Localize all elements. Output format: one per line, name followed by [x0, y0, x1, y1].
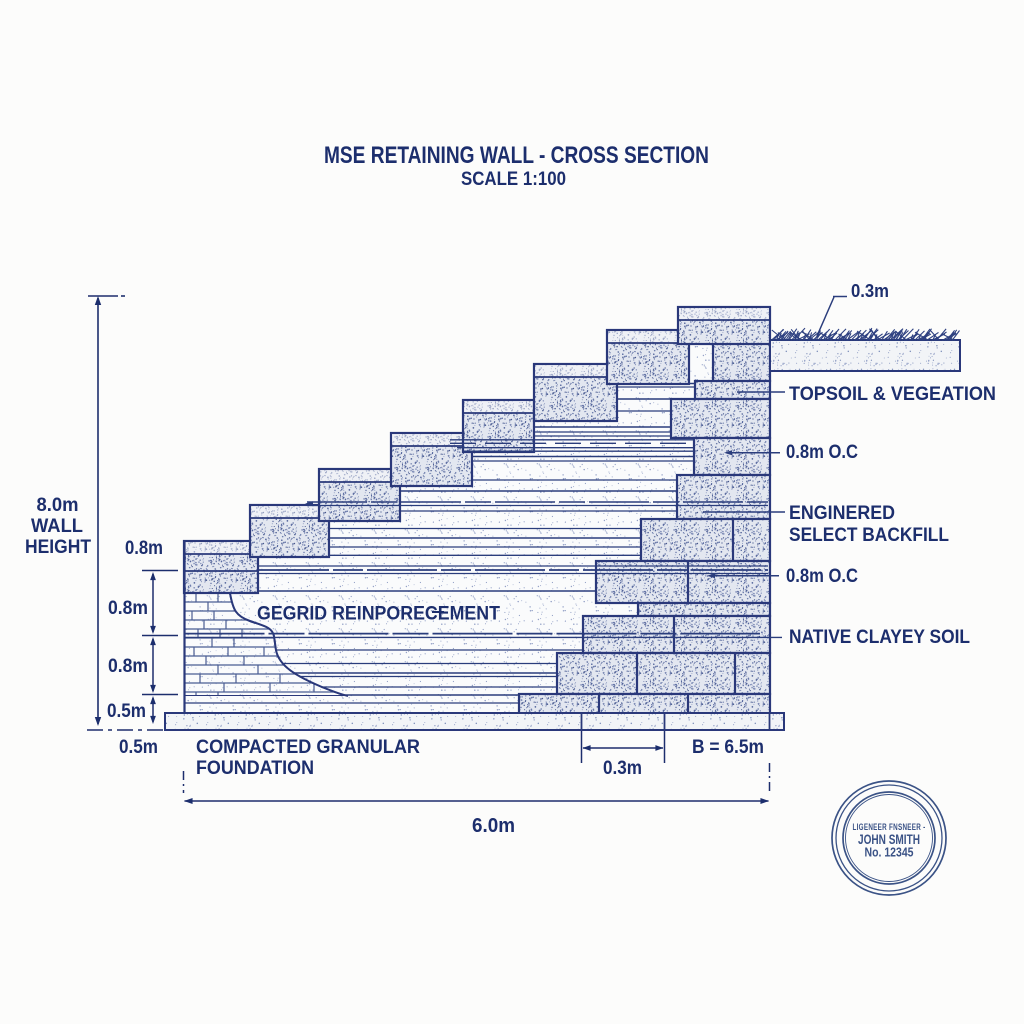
svg-text:TOPSOIL & VEGEATION: TOPSOIL & VEGEATION [789, 384, 996, 405]
svg-text:GEGRID REINPORECEMENT: GEGRID REINPORECEMENT [257, 604, 500, 625]
svg-text:0.8m O.C: 0.8m O.C [786, 566, 858, 587]
svg-text:No. 12345: No. 12345 [865, 845, 914, 860]
svg-text:B = 6.5m: B = 6.5m [692, 737, 764, 758]
svg-text:NATIVE CLAYEY SOIL: NATIVE CLAYEY SOIL [789, 627, 970, 648]
svg-text:8.0m: 8.0m [37, 495, 79, 516]
svg-text:WALL: WALL [31, 516, 83, 537]
svg-text:SCALE 1:100: SCALE 1:100 [461, 168, 566, 190]
svg-text:COMPACTED GRANULAR: COMPACTED GRANULAR [196, 737, 420, 758]
svg-text:0.8m O.C: 0.8m O.C [786, 442, 858, 463]
svg-text:0.8m: 0.8m [108, 656, 148, 677]
svg-text:HEIGHT: HEIGHT [25, 537, 91, 558]
svg-text:LIGENEER FNSNEER -: LIGENEER FNSNEER - [853, 822, 926, 832]
svg-text:JOHN SMITH: JOHN SMITH [858, 832, 920, 847]
svg-text:FOUNDATION: FOUNDATION [196, 758, 314, 779]
svg-text:MSE RETAINING WALL - CROSS SEC: MSE RETAINING WALL - CROSS SECTION [324, 142, 709, 169]
svg-text:6.0m: 6.0m [472, 815, 515, 837]
svg-text:0.8m: 0.8m [108, 598, 148, 619]
svg-text:0.3m: 0.3m [603, 758, 642, 779]
svg-text:ENGINERED: ENGINERED [789, 503, 895, 524]
svg-text:0.8m: 0.8m [125, 538, 163, 559]
svg-text:0.5m: 0.5m [107, 701, 146, 722]
svg-text:0.3m: 0.3m [851, 281, 889, 301]
svg-text:0.5m: 0.5m [119, 737, 158, 758]
svg-text:SELECT BACKFILL: SELECT BACKFILL [789, 525, 949, 546]
